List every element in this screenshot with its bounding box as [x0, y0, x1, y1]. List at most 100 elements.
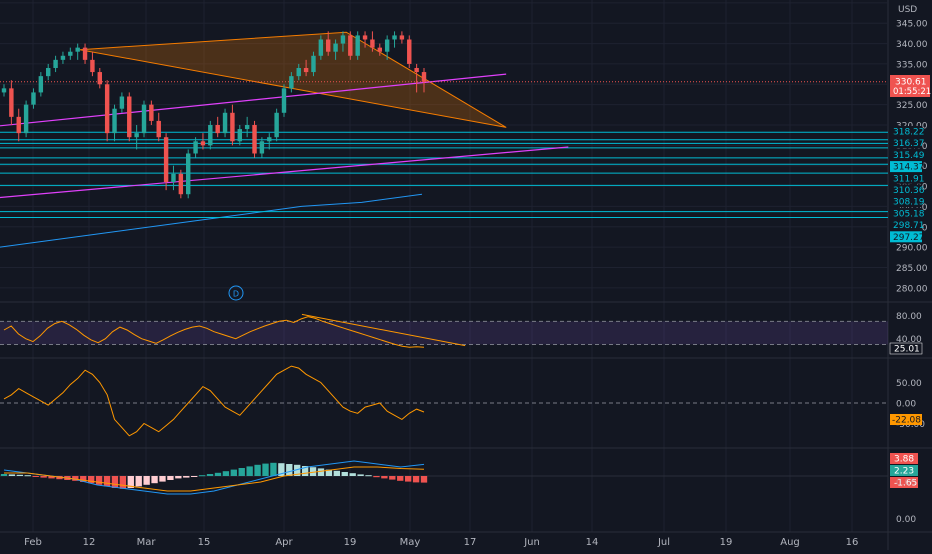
histogram-bar [325, 469, 333, 476]
candle[interactable] [267, 133, 272, 150]
candle[interactable] [303, 59, 309, 77]
candle-body [60, 55, 66, 60]
candle[interactable] [31, 88, 36, 109]
candle[interactable] [208, 120, 213, 150]
level-tag: 298.71 [890, 219, 925, 231]
candle[interactable] [326, 31, 331, 56]
candle[interactable] [377, 43, 382, 56]
candle[interactable] [392, 31, 397, 48]
candle[interactable] [399, 31, 405, 44]
candle[interactable] [244, 116, 250, 138]
candle[interactable] [38, 72, 44, 97]
candle[interactable] [274, 108, 279, 142]
candle[interactable] [82, 43, 88, 64]
trendline[interactable] [0, 146, 569, 199]
candle[interactable] [362, 31, 368, 48]
candle[interactable] [252, 120, 257, 158]
candle[interactable] [149, 100, 154, 125]
candle[interactable] [200, 133, 206, 150]
candle[interactable] [156, 112, 161, 142]
candle[interactable] [46, 63, 51, 81]
level-tag: 314.37 [890, 161, 925, 173]
candle[interactable] [163, 133, 169, 191]
macd-tick-label: 0.00 [896, 515, 916, 525]
histogram-bar [159, 476, 166, 482]
y-tick-label: 340.00 [896, 40, 928, 50]
candle[interactable] [355, 31, 360, 60]
candle[interactable] [112, 104, 117, 142]
candle[interactable] [9, 80, 14, 125]
candle[interactable] [421, 67, 427, 93]
candle[interactable] [16, 108, 21, 142]
candle[interactable] [23, 100, 29, 138]
candle[interactable] [127, 92, 132, 142]
x-tick-label: Jun [523, 537, 540, 548]
candle[interactable] [311, 51, 316, 77]
histogram-bar [24, 475, 31, 477]
trendline[interactable] [0, 73, 507, 127]
osc1-divergence-line[interactable] [301, 313, 466, 347]
candle-body [53, 59, 58, 68]
currency-label: USD [898, 5, 917, 15]
candle[interactable] [289, 72, 294, 93]
candle-body [303, 67, 309, 73]
histogram-bar [16, 474, 24, 476]
candle[interactable] [134, 124, 139, 150]
candle[interactable] [119, 92, 125, 113]
candle[interactable] [296, 63, 301, 81]
candle-body [384, 39, 390, 52]
candle-body [134, 133, 139, 138]
level-tag: 308.19 [890, 196, 925, 208]
candle[interactable] [104, 80, 110, 142]
histogram-bar [206, 474, 214, 476]
candle-body [296, 67, 301, 77]
candle[interactable] [53, 55, 58, 73]
x-axis[interactable]: Feb 12 Mar 15 Apr 19 May 17 Jun 14 Jul 19 Aug 16 [24, 537, 858, 548]
candle-body [392, 35, 397, 40]
osc2-line [3, 365, 425, 437]
candle[interactable] [178, 169, 184, 199]
candle[interactable] [340, 31, 346, 52]
osc1-axis: 40.00 80.00 25.01 [889, 312, 923, 355]
candle[interactable] [222, 108, 228, 138]
osc1-tick-label: 80.00 [896, 312, 922, 322]
candle[interactable] [141, 100, 147, 138]
candle[interactable] [186, 149, 191, 199]
candle[interactable] [318, 35, 324, 60]
candle[interactable] [1, 84, 7, 97]
dividend-marker[interactable]: D [228, 285, 244, 301]
candle[interactable] [348, 31, 353, 60]
candle[interactable] [259, 137, 265, 158]
candle[interactable] [333, 39, 338, 60]
candle[interactable] [75, 43, 80, 60]
osc1-value-bg [889, 342, 923, 355]
countdown-value: 01:55:21 [893, 87, 931, 97]
level-tag-text: 298.71 [893, 221, 925, 231]
candle[interactable] [171, 165, 176, 191]
candle[interactable] [414, 63, 419, 93]
candle[interactable] [68, 47, 73, 60]
candle[interactable] [193, 137, 198, 158]
candle[interactable] [60, 51, 66, 64]
candle[interactable] [281, 84, 287, 117]
osc2-value-bg [890, 414, 922, 425]
candle[interactable] [90, 51, 95, 77]
candle-body [421, 72, 427, 82]
candle[interactable] [215, 116, 220, 138]
candle[interactable] [384, 35, 390, 60]
candle[interactable] [237, 124, 242, 146]
candle[interactable] [407, 35, 412, 68]
candle[interactable] [230, 104, 235, 146]
y-tick-label: 335.00 [896, 60, 928, 70]
candle-body [222, 112, 228, 134]
candle-body [171, 173, 176, 182]
candle-body [414, 67, 419, 73]
candle-body [46, 67, 51, 77]
candle[interactable] [97, 67, 102, 89]
candle-body [16, 116, 21, 134]
histogram-bar [349, 473, 356, 476]
candle[interactable] [370, 31, 375, 52]
